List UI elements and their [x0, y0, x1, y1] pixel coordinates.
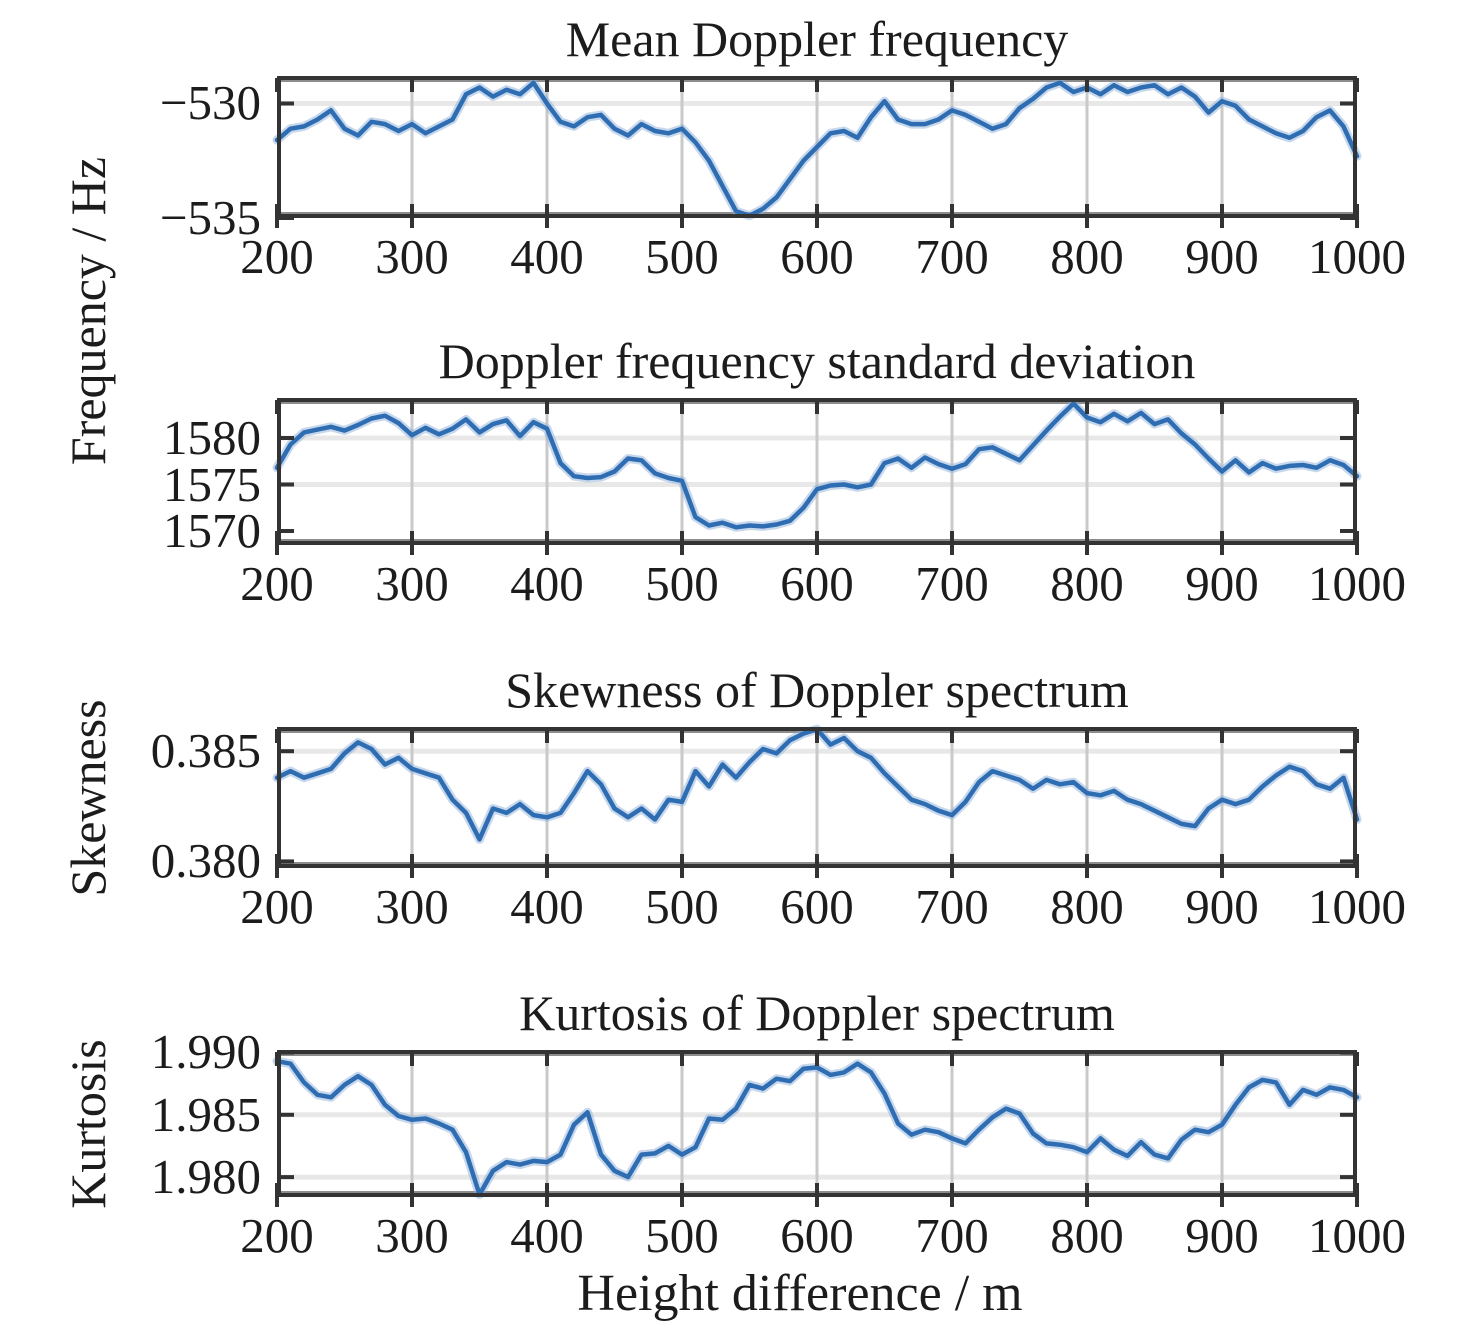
line-chart — [272, 1050, 1362, 1207]
x-tick-label: 400 — [510, 229, 584, 284]
x-tick-label: 200 — [240, 879, 314, 934]
x-tick-label: 300 — [375, 1208, 449, 1263]
x-tick-label: 500 — [645, 229, 719, 284]
x-tick-label: 1000 — [1308, 556, 1406, 611]
x-tick-label: 500 — [645, 1208, 719, 1263]
subplot-4-plot-area — [272, 1050, 1362, 1207]
y-tick-label: 1.990 — [150, 1024, 261, 1080]
x-tick-label: 300 — [375, 229, 449, 284]
subplot-1-title: Mean Doppler frequency — [565, 11, 1069, 67]
y-tick-label: −530 — [159, 75, 261, 131]
x-tick-label: 900 — [1185, 879, 1259, 934]
y-tick-label: 1580 — [163, 410, 261, 465]
x-tick-label: 1000 — [1308, 879, 1406, 934]
y-tick-label: −535 — [159, 190, 261, 245]
x-tick-label: 200 — [240, 1208, 314, 1263]
x-tick-label: 300 — [375, 879, 449, 934]
x-tick-label: 200 — [240, 229, 314, 284]
subplot-3-title: Skewness of Doppler spectrum — [505, 662, 1129, 718]
x-tick-label: 300 — [375, 556, 449, 611]
x-tick-label: 800 — [1050, 556, 1124, 611]
x-tick-label: 700 — [915, 229, 989, 284]
x-tick-label: 600 — [780, 556, 854, 611]
x-axis-label: Height difference / m — [577, 1265, 1023, 1322]
y-tick-label: 1570 — [163, 503, 261, 559]
x-tick-label: 400 — [510, 556, 584, 611]
x-tick-label: 400 — [510, 1208, 584, 1263]
x-tick-label: 800 — [1050, 879, 1124, 934]
data-series-line — [274, 401, 1360, 530]
y-tick-label: 1.980 — [150, 1149, 261, 1205]
y-tick-label: 0.380 — [150, 833, 261, 889]
x-tick-label: 800 — [1050, 229, 1124, 284]
x-tick-label: 500 — [645, 879, 719, 934]
subplot-2-plot-area — [272, 398, 1362, 555]
x-tick-label: 600 — [780, 1208, 854, 1263]
x-tick-label: 700 — [915, 879, 989, 934]
x-tick-label: 1000 — [1308, 1208, 1406, 1263]
x-tick-label: 800 — [1050, 1208, 1124, 1263]
subplot-2-title: Doppler frequency standard deviation — [438, 333, 1196, 389]
y-tick-label: 1575 — [163, 456, 261, 512]
x-tick-label: 600 — [780, 229, 854, 284]
subplot-3-plot-area — [272, 724, 1362, 878]
x-tick-label: 500 — [645, 556, 719, 611]
x-tick-label: 700 — [915, 1208, 989, 1263]
x-tick-label: 600 — [780, 879, 854, 934]
subplot-4-title: Kurtosis of Doppler spectrum — [519, 985, 1115, 1041]
x-tick-label: 200 — [240, 556, 314, 611]
x-tick-label: 400 — [510, 879, 584, 934]
x-tick-label: 900 — [1185, 1208, 1259, 1263]
y-tick-label: 0.385 — [150, 723, 261, 779]
x-tick-label: 1000 — [1308, 229, 1406, 284]
line-chart — [272, 724, 1362, 878]
line-chart — [272, 76, 1362, 228]
x-tick-label: 700 — [915, 556, 989, 611]
y-tick-label: 1.985 — [150, 1086, 261, 1142]
x-tick-label: 900 — [1185, 229, 1259, 284]
data-series-line — [274, 1058, 1360, 1197]
x-tick-label: 900 — [1185, 556, 1259, 611]
line-chart — [272, 398, 1362, 555]
subplot-1-plot-area — [272, 76, 1362, 228]
data-series-line — [274, 80, 1360, 218]
